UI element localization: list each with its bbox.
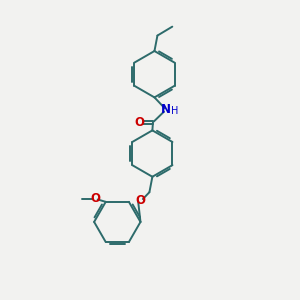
Text: O: O — [134, 116, 144, 129]
Text: O: O — [90, 192, 100, 206]
Text: H: H — [171, 106, 178, 116]
Text: N: N — [161, 103, 171, 116]
Text: O: O — [136, 194, 146, 207]
